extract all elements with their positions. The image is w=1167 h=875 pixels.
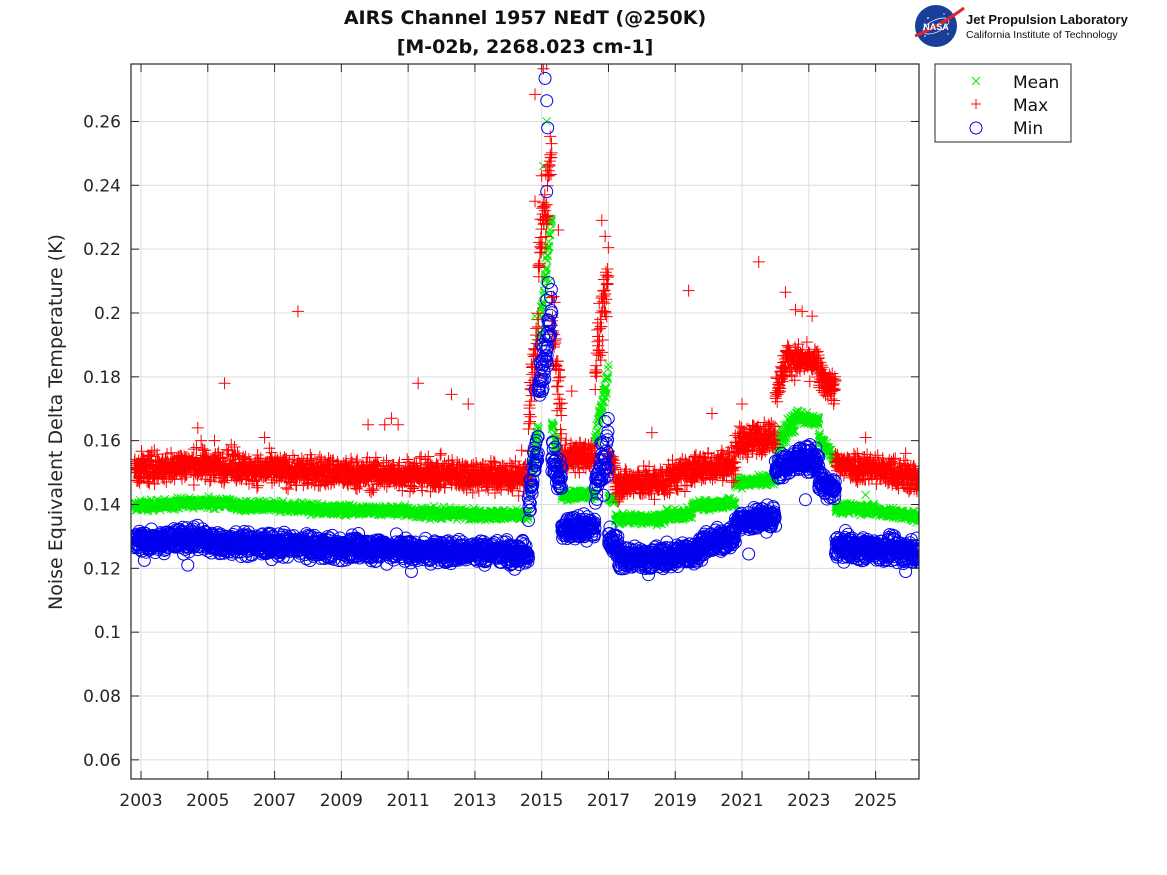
y-tick-label: 0.1: [94, 623, 121, 643]
x-tick-label: 2015: [520, 791, 563, 811]
y-tick-label: 0.16: [83, 432, 121, 452]
x-tick-label: 2013: [453, 791, 496, 811]
chart-title: AIRS Channel 1957 NEdT (@250K): [344, 7, 706, 29]
y-axis-ticks: 0.06 0.08 0.1 0.12 0.14 0.16 0.18 0.2 0.22 0.24 0.…: [83, 112, 121, 770]
y-tick-label: 0.26: [83, 112, 121, 132]
y-axis-label: Noise Equivalent Delta Temperature (K): [45, 234, 67, 610]
y-tick-label: 0.12: [83, 559, 121, 579]
y-tick-label: 0.24: [83, 176, 121, 196]
chart-subtitle: [M-02b, 2268.023 cm-1]: [397, 36, 654, 58]
y-tick-label: 0.14: [83, 495, 121, 515]
x-tick-label: 2023: [787, 791, 830, 811]
x-tick-label: 2019: [654, 791, 697, 811]
x-tick-label: 2005: [186, 791, 229, 811]
x-tick-label: 2021: [720, 791, 763, 811]
x-tick-label: 2011: [387, 791, 430, 811]
y-tick-label: 0.22: [83, 240, 121, 260]
y-tick-label: 0.08: [83, 687, 121, 707]
x-tick-label: 2007: [253, 791, 296, 811]
x-axis-ticks: 2003 2005 2007 2009 2011 2013 2015 2017 2019 2021…: [119, 791, 897, 811]
x-tick-label: 2003: [119, 791, 162, 811]
series-mean: [131, 117, 919, 530]
y-tick-label: 0.06: [83, 751, 121, 771]
x-tick-label: 2017: [587, 791, 630, 811]
x-tick-label: 2009: [320, 791, 363, 811]
y-tick-label: 0.18: [83, 368, 121, 388]
data-layer: [131, 64, 919, 582]
x-tick-label: 2025: [854, 791, 897, 811]
y-tick-label: 0.2: [94, 304, 121, 324]
